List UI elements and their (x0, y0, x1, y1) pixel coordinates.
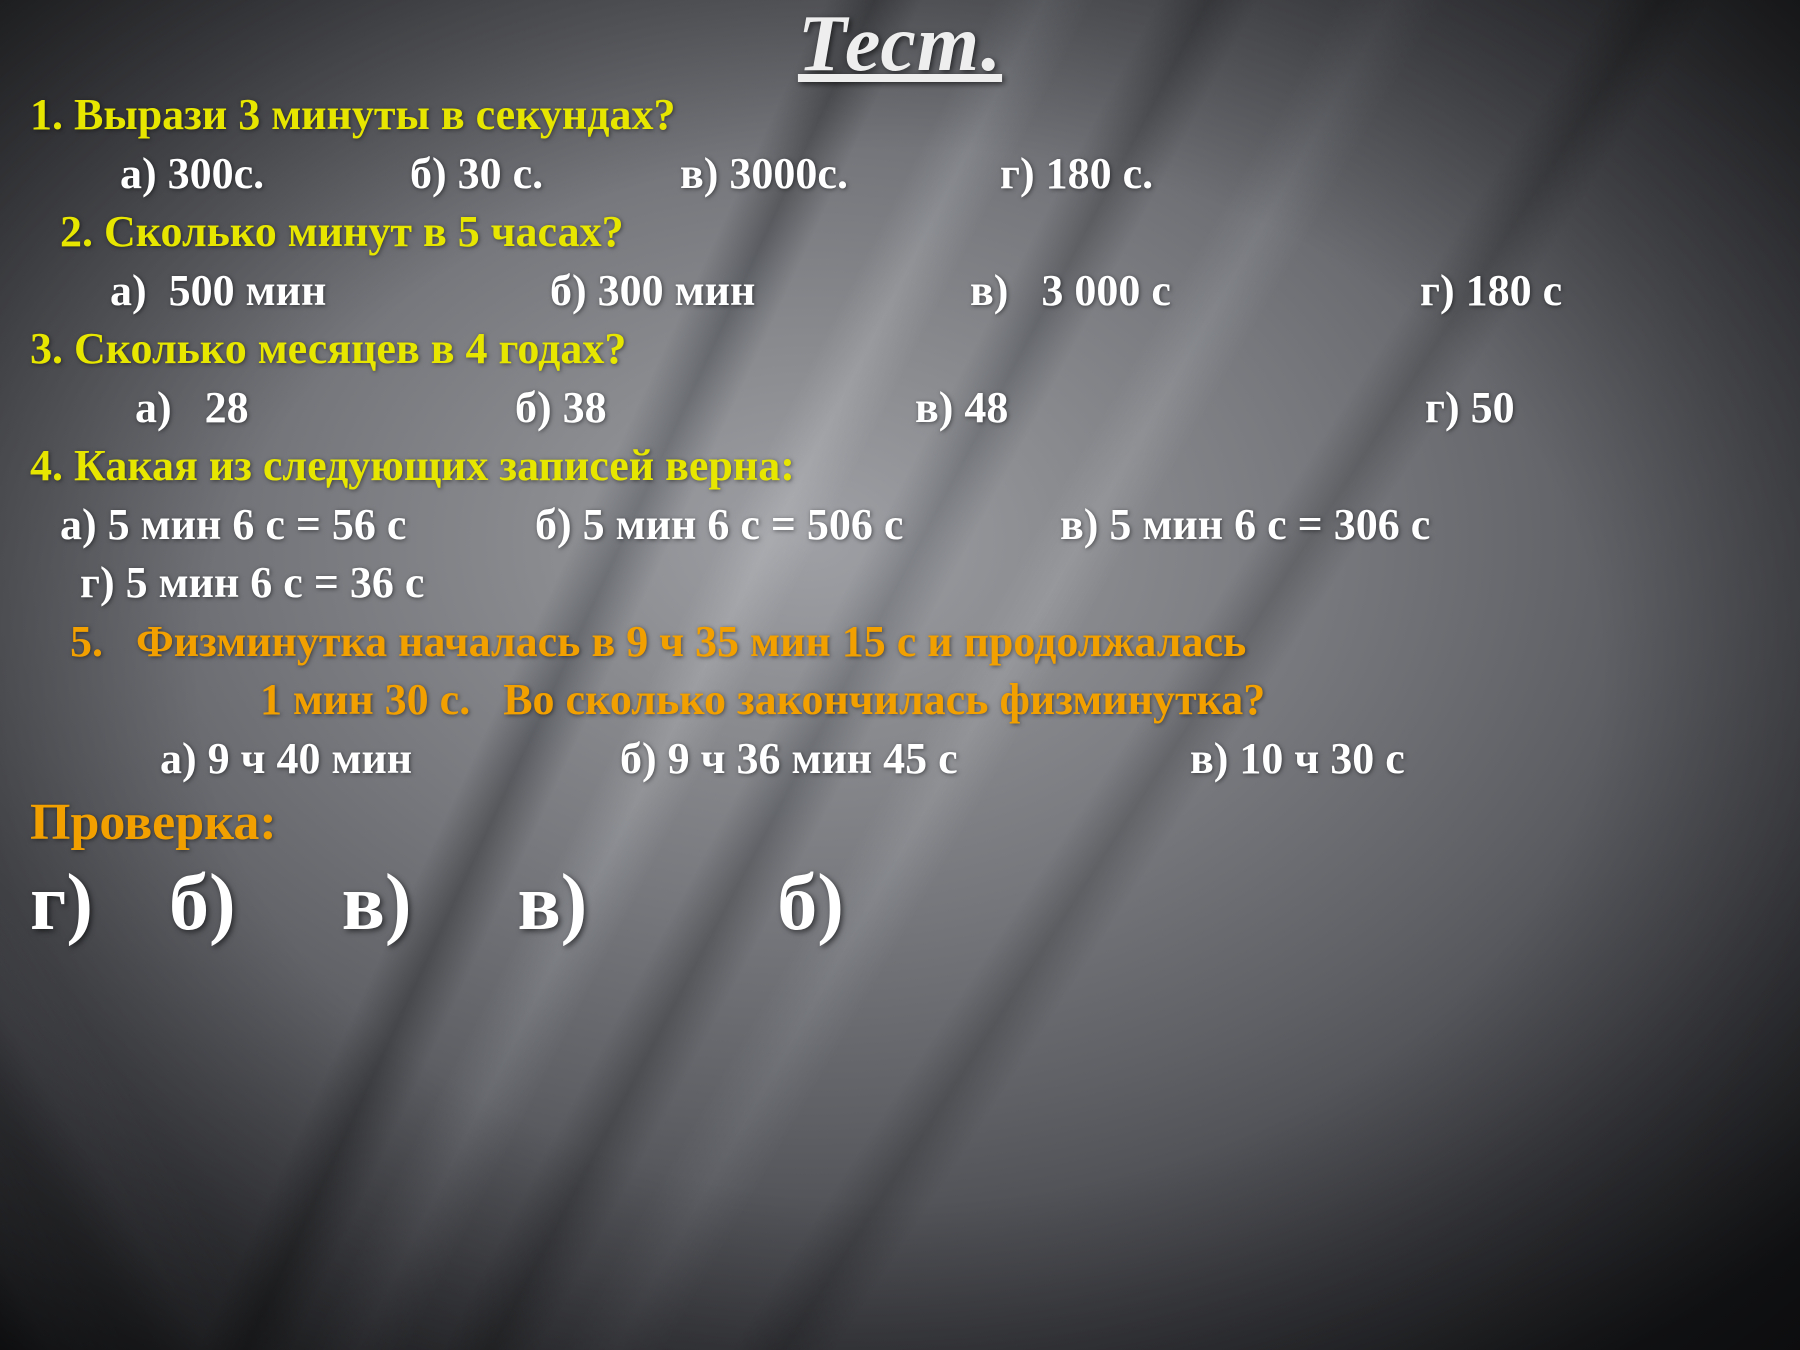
q1-options: а) 300с. б) 30 с. в) 3000с. г) 180 с. (30, 145, 1770, 204)
q5-opt-b: б) 9 ч 36 мин 45 с (620, 730, 1190, 789)
q4-opt-a: а) 5 мин 6 с = 56 с (60, 496, 535, 555)
answer-4: в) (517, 863, 587, 943)
q4-options-row1: а) 5 мин 6 с = 56 с б) 5 мин 6 с = 506 с… (30, 496, 1770, 555)
q4-opt-c: в) 5 мин 6 с = 306 с (1060, 496, 1430, 555)
answer-5: б) (777, 863, 844, 943)
q1-opt-d: г) 180 с. (1000, 145, 1153, 204)
q3-opt-a: а) 28 (135, 379, 515, 438)
q3-prompt: 3. Сколько месяцев в 4 годах? (30, 320, 1770, 379)
q5-options: а) 9 ч 40 мин б) 9 ч 36 мин 45 с в) 10 ч… (30, 730, 1770, 789)
q4-opt-b: б) 5 мин 6 с = 506 с (535, 496, 1060, 555)
slide-title: Тест. (30, 0, 1770, 86)
q1-opt-a: а) 300с. (120, 145, 410, 204)
q2-opt-d: г) 180 с (1420, 262, 1562, 321)
q5-line2: 1 мин 30 с. Во сколько закончилась физми… (30, 671, 1770, 730)
q2-prompt: 2. Сколько минут в 5 часах? (30, 203, 1770, 262)
q5-opt-a: а) 9 ч 40 мин (160, 730, 620, 789)
check-label: Проверка: (30, 788, 1770, 857)
q5-line1: 5. Физминутка началась в 9 ч 35 мин 15 с… (30, 613, 1770, 672)
answers-row: г) б) в) в) б) (30, 863, 1770, 943)
q3-opt-b: б) 38 (515, 379, 915, 438)
q4-opt-d: г) 5 мин 6 с = 36 с (80, 554, 424, 613)
q4-options-row2: г) 5 мин 6 с = 36 с (30, 554, 1770, 613)
q1-opt-c: в) 3000с. (680, 145, 1000, 204)
q1-opt-b: б) 30 с. (410, 145, 680, 204)
q5-opt-c: в) 10 ч 30 с (1190, 730, 1405, 789)
q1-prompt: 1. Вырази 3 минуты в секундах? (30, 86, 1770, 145)
q2-opt-c: в) 3 000 с (970, 262, 1420, 321)
q2-opt-a: а) 500 мин (110, 262, 550, 321)
q3-opt-d: г) 50 (1425, 379, 1515, 438)
q2-opt-b: б) 300 мин (550, 262, 970, 321)
q2-options: а) 500 мин б) 300 мин в) 3 000 с г) 180 … (30, 262, 1770, 321)
slide-container: Тест. 1. Вырази 3 минуты в секундах? а) … (0, 0, 1800, 1350)
q3-opt-c: в) 48 (915, 379, 1425, 438)
q4-prompt: 4. Какая из следующих записей верна: (30, 437, 1770, 496)
answer-2: б) (169, 863, 236, 943)
answer-1: г) (30, 863, 93, 943)
q3-options: а) 28 б) 38 в) 48 г) 50 (30, 379, 1770, 438)
answer-3: в) (342, 863, 412, 943)
slide-content: 1. Вырази 3 минуты в секундах? а) 300с. … (30, 86, 1770, 943)
